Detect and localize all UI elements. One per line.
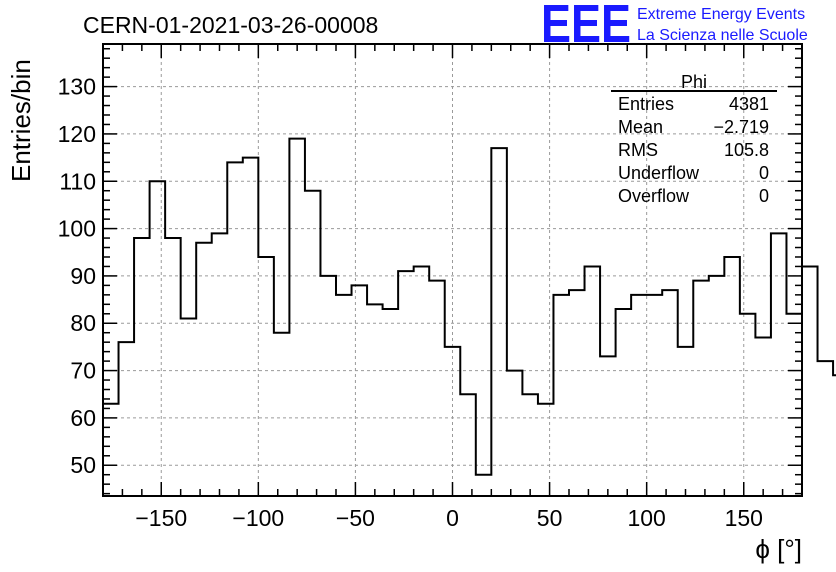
- y-axis-title: Entries/bin: [6, 59, 36, 182]
- y-tick-label: 60: [70, 405, 96, 431]
- grid-layer: [103, 44, 802, 496]
- y-tick-labels: 50 60 70 80 90 100 110 120 130: [58, 74, 96, 479]
- stats-box: Phi Entries 4381 Mean −2.719 RMS 105.8 U…: [611, 72, 777, 206]
- y-tick-label: 70: [70, 358, 96, 384]
- eee-logo: EEE: [541, 0, 631, 54]
- stats-mean-value: −2.719: [713, 117, 769, 137]
- x-tick-label: 100: [627, 505, 665, 531]
- stats-overflow-value: 0: [759, 186, 769, 206]
- y-tick-label: 80: [70, 310, 96, 336]
- y-tick-label: 90: [70, 263, 96, 289]
- x-tick-labels: −150 −100 −50 0 50 100 150: [135, 505, 763, 531]
- stats-rms-label: RMS: [618, 140, 658, 160]
- axis-ticks: [102, 44, 803, 496]
- y-tick-label: 130: [58, 74, 96, 100]
- stats-overflow-label: Overflow: [618, 186, 690, 206]
- histogram-series-phi: [102, 137, 836, 496]
- x-tick-label: −100: [232, 505, 284, 531]
- x-tick-label: −50: [336, 505, 375, 531]
- stats-mean-label: Mean: [618, 117, 663, 137]
- x-tick-label: 50: [537, 505, 563, 531]
- logo-subtitle-line1: Extreme Energy Events: [637, 6, 805, 23]
- stats-title: Phi: [681, 72, 707, 92]
- stats-underflow-label: Underflow: [618, 163, 700, 183]
- run-title: CERN-01-2021-03-26-00008: [83, 12, 378, 38]
- logo-subtitle-line2: La Scienza nelle Scuole: [637, 27, 808, 44]
- stats-rms-value: 105.8: [724, 140, 769, 160]
- x-tick-label: −150: [135, 505, 187, 531]
- y-tick-label: 110: [59, 168, 96, 194]
- x-tick-label: 0: [446, 505, 459, 531]
- stats-entries-value: 4381: [729, 94, 769, 114]
- x-tick-label: 150: [725, 505, 763, 531]
- y-tick-label: 120: [58, 121, 96, 147]
- x-axis-title: ϕ [°]: [755, 534, 802, 564]
- plot-frame: [102, 43, 803, 497]
- y-tick-label: 50: [70, 452, 96, 478]
- stats-underflow-value: 0: [759, 163, 769, 183]
- y-tick-label: 100: [58, 216, 96, 242]
- stats-entries-label: Entries: [618, 94, 674, 114]
